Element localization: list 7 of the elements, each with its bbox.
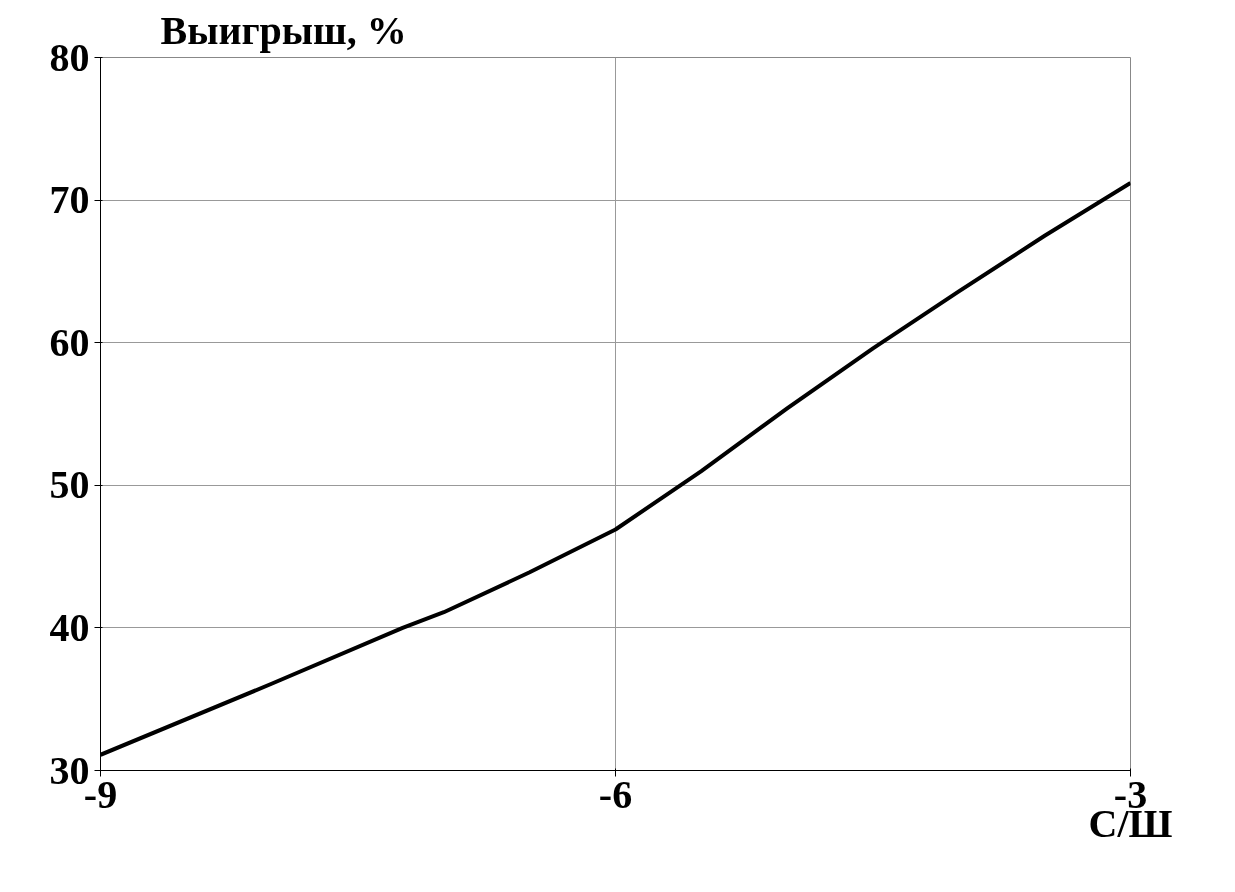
y-tick-label: 70 [49, 177, 90, 223]
y-tick-label: 60 [49, 319, 90, 365]
x-tick-label: -6 [598, 771, 633, 817]
y-tick-label: 50 [49, 462, 90, 508]
y-axis-title: Выигрыш, % [160, 7, 407, 53]
y-tick-label: 80 [49, 34, 90, 80]
y-tick-label: 40 [49, 604, 90, 650]
